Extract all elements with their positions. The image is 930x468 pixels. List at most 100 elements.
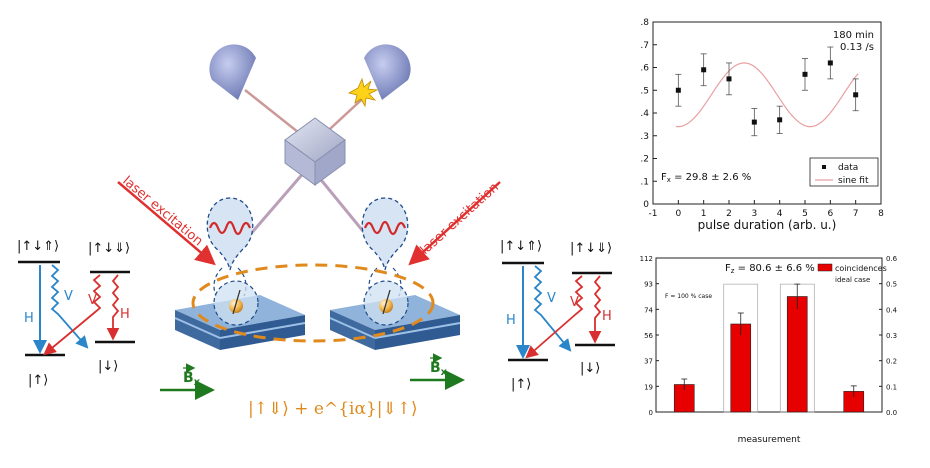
chart2-bar: [786, 296, 808, 413]
h-label-2: H: [120, 307, 130, 322]
legend-ideal-label: ideal case: [835, 276, 870, 284]
chart2-right-tick-label: 0.1: [886, 383, 897, 391]
field-label-left: Bx: [183, 370, 201, 388]
chart1-ytick-label: .1: [640, 177, 649, 187]
v-label-2: V: [88, 293, 97, 308]
detector-right: [364, 44, 411, 100]
level-top-a: |↑↓⇑⟩: [17, 239, 59, 254]
level-scheme-right: |↑↓⇑⟩ |↑↓⇓⟩ H V V H |↑⟩ |↓⟩: [500, 239, 615, 392]
beam-splitter: [284, 117, 346, 186]
chart1-point: [726, 76, 732, 82]
chart-x-basis: 0.1.2.3.4.5.6.7.8 -1 0 1 2 3 4 5 6 7 8 180 min 0.…: [640, 18, 884, 232]
chart2-right-tick-label: 0.0: [886, 409, 897, 417]
entangled-state-label: |↑⇓⟩ + e^{iα}|⇓↑⟩: [248, 399, 418, 419]
chart2-fidelity: Fz = 80.6 ± 6.6 %: [725, 263, 815, 275]
laser-arrow-left: [117, 181, 216, 266]
chart1-point: [853, 92, 859, 98]
level-top-a: |↑↓⇑⟩: [500, 239, 542, 254]
chart2-bars: [673, 283, 865, 413]
legend-bar-marker: [817, 263, 833, 272]
chart1-xtick-label: 6: [827, 209, 833, 219]
chart1-xtick-label: 3: [751, 209, 757, 219]
chart1-xtick-label: 5: [802, 209, 808, 219]
chart2-bar: [730, 323, 752, 413]
chart1-sine-fit: [675, 62, 859, 128]
chart2-right-tick-label: 0.3: [886, 332, 897, 340]
level-top-b: |↑↓⇓⟩: [570, 241, 612, 256]
chart1-xlabel: pulse duration (arb. u.): [698, 218, 837, 232]
detector-click-icon: [347, 77, 379, 108]
chart1-point: [701, 67, 707, 73]
chart2-left-tick-label: 19: [644, 383, 653, 391]
level-top-b: |↑↓⇓⟩: [88, 241, 130, 256]
v-label-1: V: [64, 289, 73, 304]
chart2-left-tick-label: 37: [644, 358, 653, 366]
chart1-xtick-label: 4: [777, 209, 783, 219]
spin-arrow-left: [232, 289, 241, 315]
chart1-point: [751, 119, 757, 125]
level-bottom-b: |↓⟩: [98, 359, 118, 374]
chart2-left-tick-label: 56: [644, 332, 653, 340]
chart-z-basis: 0 19 37 56 74 93 112 0.0 0.1 0.2 0.3 0.4 0.5 0.6 Fz …: [640, 255, 898, 445]
entanglement-ellipse: [191, 263, 435, 343]
chart1-ytick-label: .2: [640, 155, 649, 165]
chart2-right-tick-label: 0.5: [886, 281, 897, 289]
v-label-1: V: [547, 291, 556, 306]
chart1-ytick-label: .7: [640, 41, 649, 51]
laser-label-right: laser excitation: [418, 180, 502, 258]
chart2-xlabel: measurement: [738, 435, 801, 445]
laser-label-left: laser excitation: [119, 174, 205, 250]
chart2-right-tick-label: 0.2: [886, 358, 897, 366]
chart1-xtick-label: 0: [675, 209, 681, 219]
field-right: Bx: [410, 353, 465, 390]
chart2-right-tick-label: 0.4: [886, 306, 898, 314]
chart1-xticks: -1 0 1 2 3 4 5 6 7 8: [649, 200, 884, 219]
legend-fit-label: sine fit: [838, 176, 869, 186]
photon-wavepacket-right: [363, 220, 407, 236]
field-label-right: Bx: [430, 360, 448, 378]
laser-arrow-right: [408, 181, 501, 266]
legend-bar-label: coincidences: [835, 264, 887, 273]
legend-data-marker: [822, 165, 826, 169]
chart1-annotation-line1: 180 min: [833, 30, 874, 41]
chart1-point: [827, 60, 833, 66]
chart1-annotation-line2: 0.13 /s: [840, 42, 874, 53]
detector-left: [209, 44, 256, 100]
legend-data-label: data: [838, 163, 858, 173]
h-label: H: [24, 311, 34, 326]
chart1-points: [675, 46, 859, 137]
chart1-ytick-label: 0: [643, 200, 649, 210]
chart2-left-tick-label: 112: [640, 255, 653, 263]
chart1-xtick-label: -1: [649, 209, 658, 219]
level-bottom-a: |↑⟩: [511, 377, 531, 392]
chart2-right-ticks: 0.0 0.1 0.2 0.3 0.4 0.5 0.6: [879, 255, 898, 417]
spin-arrow-right: [382, 289, 391, 315]
h-label: H: [506, 313, 516, 328]
chart2-left-tick-label: 93: [644, 281, 653, 289]
level-bottom-a: |↑⟩: [28, 373, 48, 388]
chart1-xtick-label: 2: [726, 209, 732, 219]
chart1-point: [802, 71, 808, 77]
h-label-2: H: [602, 309, 612, 324]
chart2-right-tick-label: 0.6: [886, 255, 898, 263]
photon-bubble-right: [361, 197, 409, 297]
chart1-ytick-label: .4: [640, 109, 649, 119]
setup-diagram: laser excitation laser excitation Bx Bx …: [117, 44, 502, 419]
chart1-point: [675, 87, 681, 93]
chart2-legend: coincidences ideal case: [817, 263, 887, 284]
chart2-left-tick-label: 0: [649, 409, 653, 417]
chart1-fidelity: Fx = 29.8 ± 2.6 %: [661, 172, 751, 184]
chart1-ytick-label: .5: [640, 86, 649, 96]
level-bottom-b: |↓⟩: [580, 361, 600, 376]
chart1-xtick-label: 8: [878, 209, 884, 219]
chart1-xtick-label: 1: [701, 209, 707, 219]
chart1-point: [777, 117, 783, 123]
level-scheme-left: |↑↓⇑⟩ |↑↓⇓⟩ H V V H |↑⟩ |↓⟩: [17, 239, 135, 388]
chart1-ytick-label: .6: [640, 64, 649, 74]
chart1-ytick-label: .8: [640, 18, 649, 28]
field-left: Bx: [160, 363, 215, 400]
chart1-legend: data sine fit: [809, 157, 879, 187]
photon-bubble-left: [206, 197, 254, 297]
chart1-yticks: 0 .1 .2 .3 .4 .5 .6 .7 .8: [640, 18, 657, 210]
